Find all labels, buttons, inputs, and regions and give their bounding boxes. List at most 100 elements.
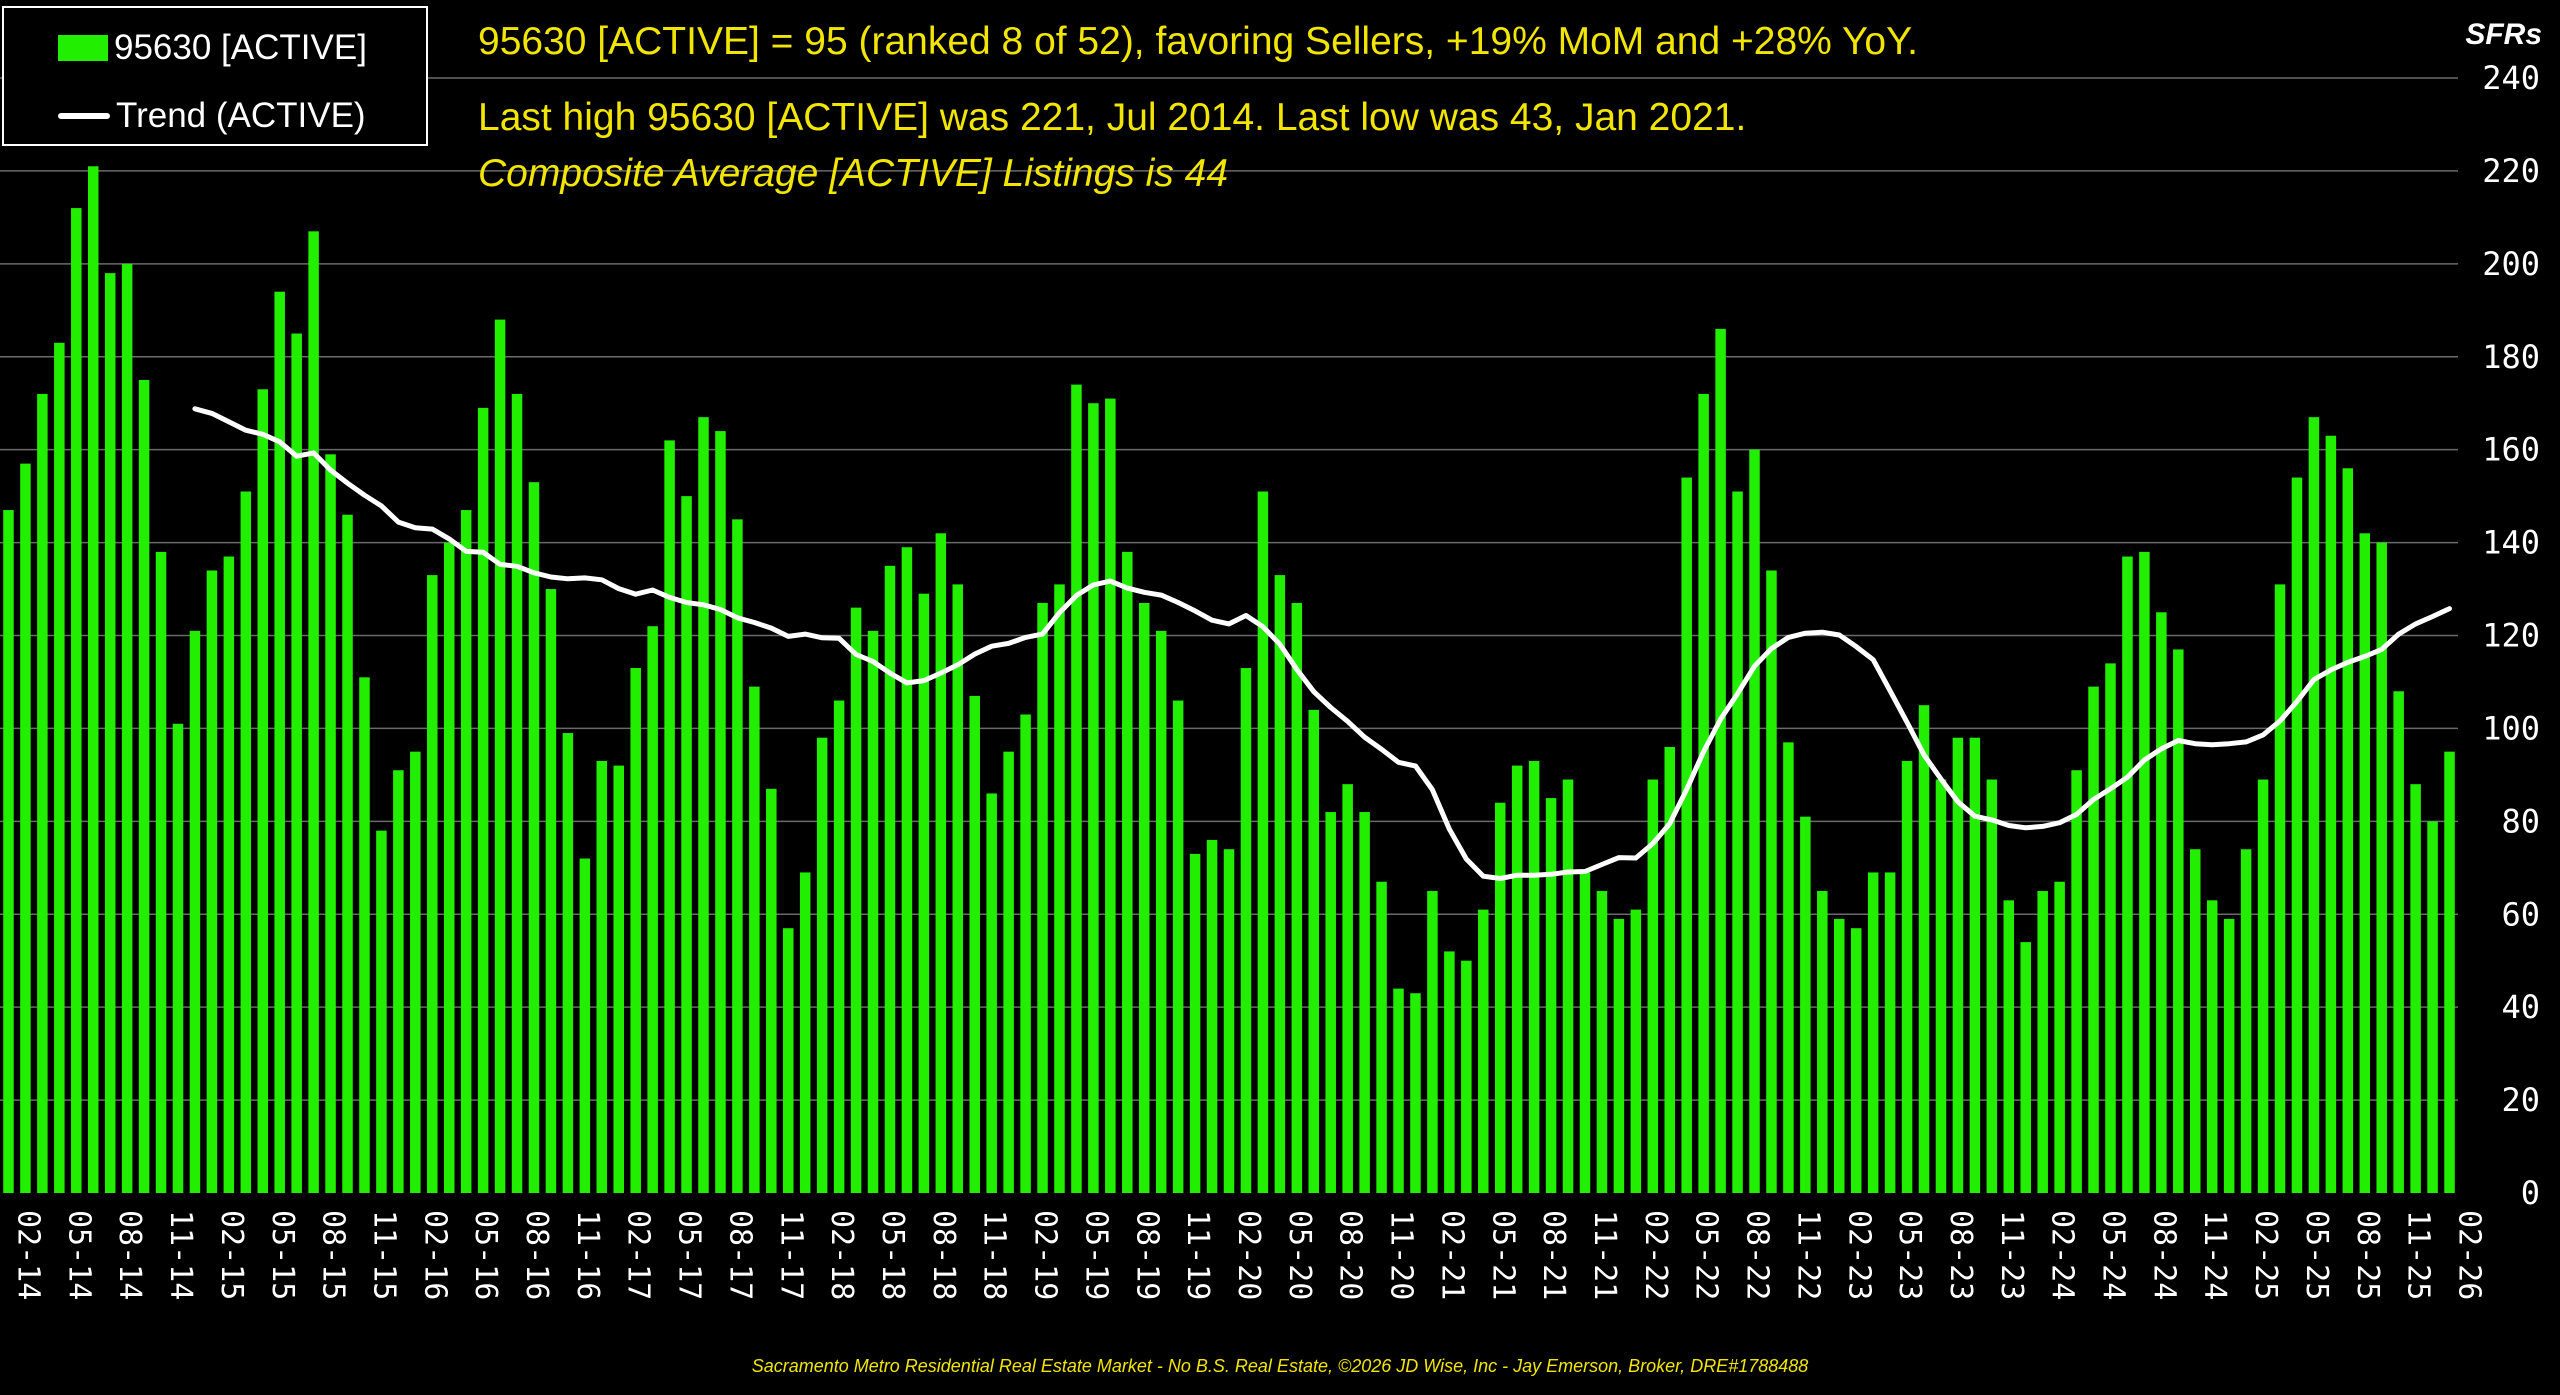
bar bbox=[850, 607, 862, 1193]
bar bbox=[511, 393, 523, 1194]
bar bbox=[3, 510, 14, 1193]
bar bbox=[1020, 714, 1031, 1193]
trend-line bbox=[192, 406, 2452, 881]
bar bbox=[1562, 779, 1574, 1193]
trend-line-swatch-icon bbox=[58, 113, 110, 119]
bar bbox=[1545, 798, 1557, 1193]
headline-summary: 95630 [ACTIVE] = 95 (ranked 8 of 52), fa… bbox=[478, 20, 1918, 63]
bar bbox=[952, 584, 964, 1193]
bar bbox=[2240, 849, 2252, 1193]
bar bbox=[1478, 909, 1489, 1193]
bar bbox=[1850, 928, 1862, 1193]
bar bbox=[2122, 556, 2133, 1193]
bar bbox=[1511, 765, 1523, 1193]
bar bbox=[1240, 668, 1252, 1193]
bar bbox=[579, 858, 591, 1193]
bar bbox=[1461, 960, 1472, 1193]
bar bbox=[833, 700, 845, 1193]
bar bbox=[698, 417, 709, 1193]
bar bbox=[460, 510, 472, 1193]
bar bbox=[1155, 630, 1167, 1193]
bar bbox=[1732, 491, 1743, 1194]
bar bbox=[2308, 417, 2320, 1193]
x-tick-label: 11-23 bbox=[1994, 1210, 2029, 1300]
y-tick-label: 40 bbox=[2501, 988, 2540, 1026]
bar bbox=[1274, 575, 1286, 1193]
bar bbox=[1206, 839, 1218, 1193]
bar bbox=[2325, 435, 2337, 1194]
bar bbox=[1003, 751, 1014, 1193]
bar bbox=[1308, 709, 1320, 1193]
bar bbox=[1986, 779, 1998, 1193]
bar bbox=[1172, 700, 1184, 1193]
bar bbox=[528, 482, 540, 1193]
bar bbox=[2223, 918, 2235, 1193]
y-tick-label: 240 bbox=[2482, 59, 2540, 97]
bar bbox=[1105, 398, 1116, 1193]
bar bbox=[1393, 988, 1404, 1193]
bar bbox=[799, 872, 811, 1193]
bar bbox=[1664, 747, 1675, 1193]
bar bbox=[783, 928, 794, 1193]
bar bbox=[359, 677, 370, 1193]
x-tick-label: 08-18 bbox=[926, 1210, 961, 1300]
bar bbox=[1579, 872, 1591, 1193]
y-tick-label: 20 bbox=[2501, 1081, 2540, 1119]
bar bbox=[1749, 449, 1760, 1194]
x-tick-label: 05-22 bbox=[1689, 1210, 1724, 1300]
legend-bars-label: 95630 [ACTIVE] bbox=[114, 28, 367, 67]
bar bbox=[545, 589, 557, 1193]
bar bbox=[1681, 477, 1692, 1194]
bar bbox=[1376, 881, 1387, 1193]
bar bbox=[1071, 384, 1082, 1193]
x-tick-label: 05-19 bbox=[1078, 1210, 1113, 1300]
x-tick-label: 05-18 bbox=[875, 1210, 910, 1300]
x-tick-label: 02-22 bbox=[1638, 1210, 1673, 1300]
bar bbox=[37, 393, 48, 1194]
x-tick-label: 02-16 bbox=[417, 1210, 452, 1300]
bar-swatch-icon bbox=[58, 35, 108, 61]
x-tick-label: 02-21 bbox=[1434, 1210, 1469, 1300]
x-tick-label: 02-25 bbox=[2248, 1210, 2283, 1300]
x-tick-label: 08-14 bbox=[112, 1210, 147, 1300]
x-tick-label: 11-21 bbox=[1587, 1210, 1622, 1300]
x-tick-label: 02-26 bbox=[2452, 1210, 2487, 1300]
y-tick-label: 100 bbox=[2482, 709, 2540, 747]
bar bbox=[1054, 584, 1065, 1193]
y-tick-label: 120 bbox=[2482, 617, 2540, 655]
bar bbox=[766, 788, 777, 1193]
legend-item-trend: Trend (ACTIVE) bbox=[4, 94, 366, 138]
y-tick-label: 180 bbox=[2482, 338, 2540, 376]
x-tick-label: 11-19 bbox=[1180, 1210, 1215, 1300]
x-tick-label: 05-21 bbox=[1485, 1210, 1520, 1300]
bar bbox=[2376, 542, 2387, 1193]
bar bbox=[325, 454, 336, 1193]
x-tick-label: 05-24 bbox=[2096, 1210, 2131, 1300]
x-tick-label: 02-15 bbox=[214, 1210, 249, 1300]
x-tick-label: 08-19 bbox=[1129, 1210, 1164, 1300]
bar bbox=[1918, 705, 1930, 1193]
bar bbox=[71, 208, 82, 1194]
x-tick-label: 11-16 bbox=[570, 1210, 605, 1300]
bar bbox=[410, 751, 421, 1193]
bar bbox=[1444, 951, 1455, 1193]
bar bbox=[2054, 881, 2065, 1193]
bar bbox=[1189, 853, 1201, 1193]
footer-credit: Sacramento Metro Residential Real Estate… bbox=[751, 1356, 1809, 1376]
bar bbox=[54, 342, 65, 1193]
bar-series bbox=[3, 166, 2455, 1194]
bar bbox=[2427, 821, 2438, 1193]
bar bbox=[376, 830, 387, 1193]
bar bbox=[2206, 900, 2218, 1193]
bar bbox=[1223, 849, 1235, 1193]
y-tick-label: 200 bbox=[2482, 245, 2540, 283]
bar bbox=[1291, 602, 1303, 1193]
bar bbox=[986, 793, 997, 1193]
bar bbox=[2173, 649, 2184, 1193]
x-tick-label: 08-22 bbox=[1740, 1210, 1775, 1300]
bar bbox=[1647, 779, 1659, 1193]
bar bbox=[562, 733, 574, 1193]
bar bbox=[884, 565, 896, 1193]
bar bbox=[867, 630, 879, 1193]
bar bbox=[121, 263, 133, 1193]
